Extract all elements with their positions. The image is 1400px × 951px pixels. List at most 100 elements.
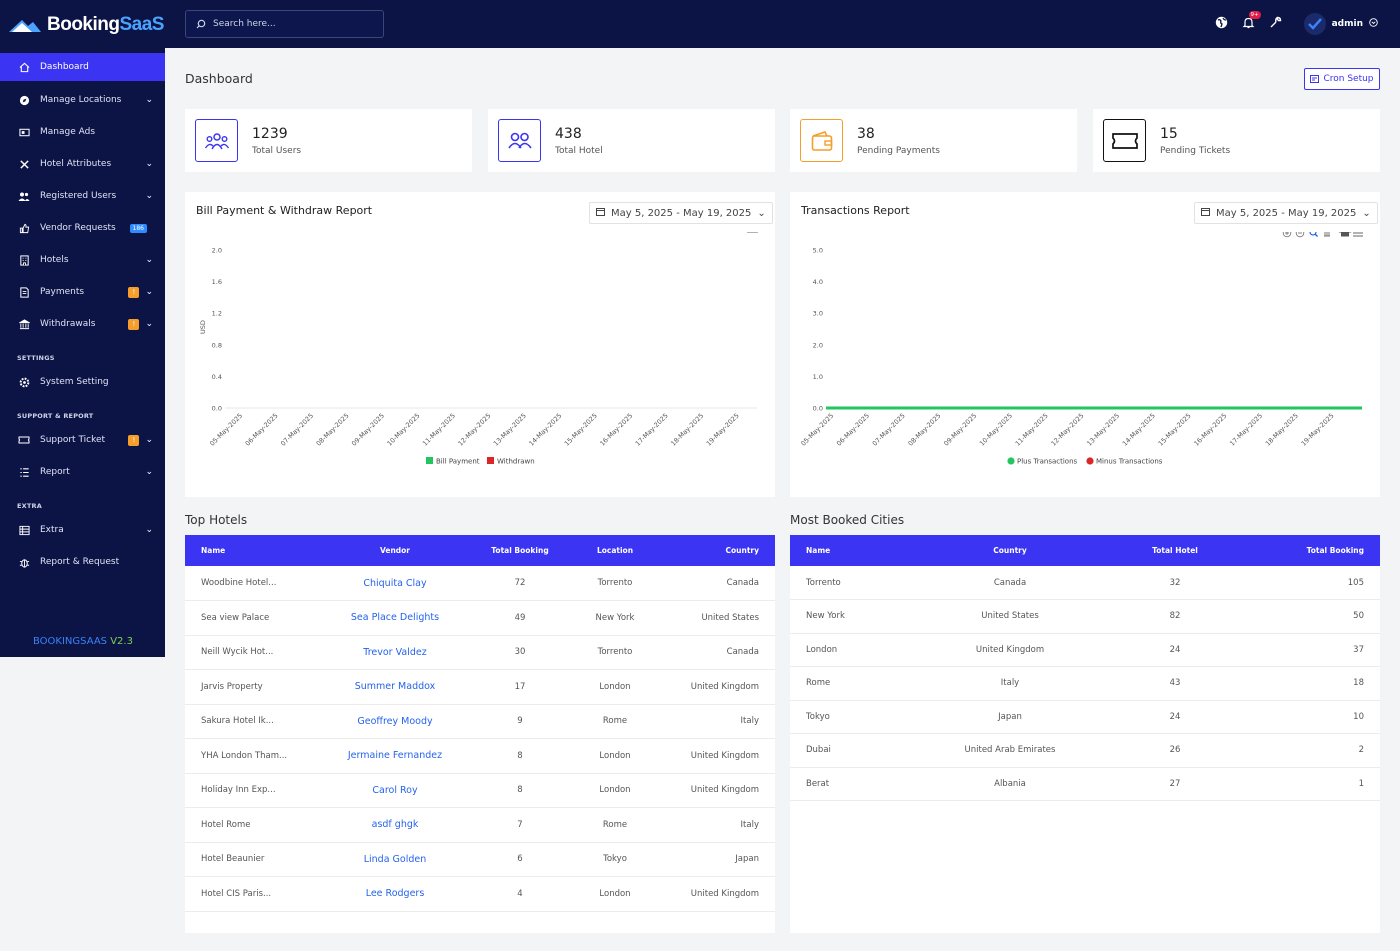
x-tick-label: 19-May-2025 <box>705 412 741 448</box>
table-row[interactable]: Torrento Canada 32 105 <box>790 566 1380 600</box>
legend-marker[interactable] <box>1007 457 1015 465</box>
cron-setup-button[interactable]: Cron Setup <box>1304 68 1380 90</box>
vendor-link[interactable]: asdf ghgk <box>315 807 475 843</box>
table-cell: Canada <box>665 566 775 601</box>
sidebar-item-support-ticket[interactable]: Support Ticket ! ⌄ <box>0 424 165 456</box>
vendor-link[interactable]: Geoffrey Moody <box>315 704 475 739</box>
x-tick-label: 07-May-2025 <box>279 412 315 448</box>
table-cell: London <box>565 876 665 912</box>
stat-value: 38 <box>857 125 875 142</box>
table-row[interactable]: Rome Italy 43 18 <box>790 666 1380 701</box>
table-cell: 6 <box>475 842 565 877</box>
legend-label[interactable]: Bill Payment <box>436 458 480 466</box>
sidebar-item-manage-locations[interactable]: Manage Locations ⌄ <box>0 84 165 116</box>
table-cell: 27 <box>1120 767 1230 801</box>
sidebar-item-payments[interactable]: Payments ! ⌄ <box>0 276 165 308</box>
sidebar-item-hotels[interactable]: Hotels ⌄ <box>0 244 165 276</box>
extra-section-title: EXTRA <box>17 502 42 510</box>
table-row[interactable]: London United Kingdom 24 37 <box>790 633 1380 667</box>
table-cell: Albania <box>900 767 1120 801</box>
x-tick-label: 18-May-2025 <box>1264 412 1300 448</box>
brand[interactable]: BookingSaaS <box>0 0 165 50</box>
hand-pan-icon[interactable] <box>1324 232 1330 237</box>
globe-icon[interactable] <box>1215 16 1228 32</box>
sidebar-item-registered-users[interactable]: Registered Users ⌄ <box>0 180 165 212</box>
search-box[interactable] <box>185 10 384 38</box>
table-cell: Rome <box>790 666 900 701</box>
stat-card-pending-payments[interactable]: 38 Pending Payments <box>790 109 1077 172</box>
table-cell: 30 <box>475 635 565 670</box>
sidebar-item-system-setting[interactable]: System Setting <box>0 366 165 398</box>
search-input[interactable] <box>213 19 373 29</box>
x-tick-label: 10-May-2025 <box>978 412 1014 448</box>
table-cell: Japan <box>665 842 775 877</box>
table-row[interactable]: Neill Wycik Hot... Trevor Valdez 30 Torrent… <box>185 635 775 670</box>
legend-marker[interactable] <box>1086 457 1094 465</box>
vendor-link[interactable]: Trevor Valdez <box>315 635 475 670</box>
legend-label[interactable]: Plus Transactions <box>1017 458 1078 466</box>
sidebar-item-extra[interactable]: Extra ⌄ <box>0 514 165 546</box>
table-row[interactable]: New York United States 82 50 <box>790 599 1380 634</box>
stat-card-pending-tickets[interactable]: 15 Pending Tickets <box>1093 109 1380 172</box>
table-row[interactable]: Woodbine Hotel... Chiquita Clay 72 Torrento… <box>185 566 775 601</box>
table-row[interactable]: Dubai United Arab Emirates 26 2 <box>790 733 1380 768</box>
menu-icon[interactable] <box>1353 232 1363 237</box>
legend-label[interactable]: Minus Transactions <box>1096 458 1163 466</box>
sidebar-item-hotel-attributes[interactable]: Hotel Attributes ⌄ <box>0 148 165 180</box>
table-row[interactable]: Sakura Hotel Ik... Geoffrey Moody 9 Rome Ita… <box>185 704 775 739</box>
table-row[interactable]: Tokyo Japan 24 10 <box>790 700 1380 734</box>
legend-label[interactable]: Withdrawn <box>497 458 535 466</box>
table-row[interactable]: YHA London Tham... Jermaine Fernandez 8 Lon… <box>185 738 775 774</box>
sidebar-item-withdrawals[interactable]: Withdrawals ! ⌄ <box>0 308 165 340</box>
sidebar-item-vendor-requests[interactable]: Vendor Requests 186 <box>0 212 165 244</box>
y-tick-label: 0.0 <box>813 405 823 413</box>
sidebar: BookingSaaS Dashboard Manage Locations ⌄… <box>0 0 165 657</box>
zoom-in-icon[interactable] <box>1282 232 1292 238</box>
vendor-link[interactable]: Summer Maddox <box>315 669 475 705</box>
legend-marker[interactable] <box>426 457 433 464</box>
vendor-link[interactable]: Sea Place Delights <box>315 600 475 636</box>
table-cell: 105 <box>1230 566 1380 600</box>
sidebar-item-dashboard[interactable]: Dashboard <box>0 53 165 81</box>
sidebar-item-manage-ads[interactable]: Manage Ads <box>0 116 165 148</box>
table-row[interactable]: Hotel Rome asdf ghgk 7 Rome Italy <box>185 807 775 843</box>
legend-marker[interactable] <box>487 457 494 464</box>
date-range-value: May 5, 2025 - May 19, 2025 <box>611 207 752 219</box>
table-row[interactable]: Jarvis Property Summer Maddox 17 London Unit… <box>185 669 775 705</box>
sidebar-item-label: Report <box>40 467 70 477</box>
vendor-link[interactable]: Jermaine Fernandez <box>315 738 475 774</box>
table-cell: New York <box>565 600 665 636</box>
home-icon[interactable] <box>1338 232 1352 237</box>
users-icon <box>498 119 541 162</box>
list-icon <box>18 466 30 478</box>
table-cell: 18 <box>1230 666 1380 701</box>
sidebar-item-report[interactable]: Report ⌄ <box>0 456 165 488</box>
date-range-select[interactable]: May 5, 2025 - May 19, 2025 ⌄ <box>589 202 773 224</box>
table-cell: 2 <box>1230 733 1380 768</box>
wrench-icon[interactable] <box>1269 16 1282 32</box>
grid-list-icon <box>18 524 30 536</box>
table-row[interactable]: Hotel CIS Paris... Lee Rodgers 4 London Unit… <box>185 876 775 912</box>
table-row[interactable]: Hotel Beaunier Linda Golden 6 Tokyo Japan <box>185 842 775 877</box>
table-row[interactable]: Holiday Inn Exp... Carol Roy 8 London United… <box>185 773 775 808</box>
magnifier-icon[interactable] <box>1309 232 1318 237</box>
x-tick-label: 08-May-2025 <box>907 412 943 448</box>
table-row[interactable]: Sea view Palace Sea Place Delights 49 New Y… <box>185 600 775 636</box>
table-row[interactable]: Berat Albania 27 1 <box>790 767 1380 801</box>
vendor-link[interactable]: Chiquita Clay <box>315 566 475 601</box>
stat-card-total-users[interactable]: 1239 Total Users <box>185 109 472 172</box>
vendor-link[interactable]: Carol Roy <box>315 773 475 808</box>
vendor-link[interactable]: Linda Golden <box>315 842 475 877</box>
stat-card-total-hotel[interactable]: 438 Total Hotel <box>488 109 775 172</box>
date-range-value: May 5, 2025 - May 19, 2025 <box>1216 207 1357 219</box>
y-tick-label: 3.0 <box>813 310 823 318</box>
table-cell: 43 <box>1120 666 1230 701</box>
date-range-select[interactable]: May 5, 2025 - May 19, 2025 ⌄ <box>1194 202 1378 224</box>
vendor-link[interactable]: Lee Rodgers <box>315 876 475 912</box>
sidebar-item-report-request[interactable]: Report & Request <box>0 546 165 578</box>
zoom-out-icon[interactable] <box>1295 232 1305 238</box>
notification-bell[interactable]: 9+ <box>1242 11 1261 32</box>
user-menu[interactable]: admin <box>1303 13 1378 35</box>
table-cell: 24 <box>1120 633 1230 667</box>
topbar: 9+ admin <box>165 0 1400 48</box>
